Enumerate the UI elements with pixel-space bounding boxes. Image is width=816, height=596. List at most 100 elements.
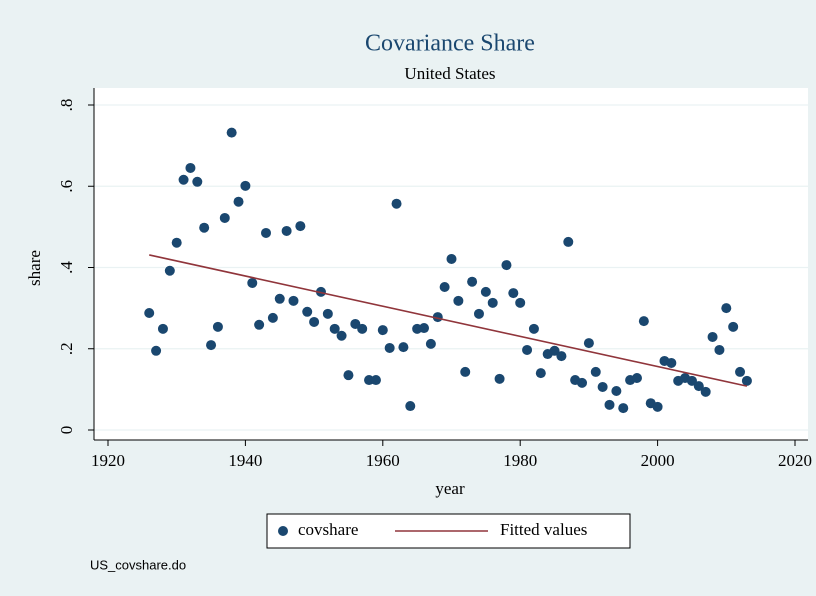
point xyxy=(425,338,436,349)
point xyxy=(741,375,752,386)
point xyxy=(515,297,526,308)
point xyxy=(453,295,464,306)
point xyxy=(597,381,608,392)
point xyxy=(528,323,539,334)
point xyxy=(185,162,196,173)
point xyxy=(419,323,430,334)
x-axis-label: year xyxy=(435,479,465,498)
point xyxy=(206,340,217,351)
point xyxy=(501,260,512,271)
point xyxy=(735,366,746,377)
note: US_covshare.do xyxy=(90,557,186,572)
point xyxy=(254,319,265,330)
point xyxy=(556,351,567,362)
y-tick-label: .8 xyxy=(57,99,76,112)
point xyxy=(721,303,732,314)
point xyxy=(439,282,450,292)
point xyxy=(467,276,478,287)
point xyxy=(473,308,484,319)
point xyxy=(707,331,718,342)
point xyxy=(583,338,594,349)
point xyxy=(638,316,649,327)
chart-title: Covariance Share xyxy=(365,31,535,57)
chart-subtitle: United States xyxy=(404,64,495,83)
point xyxy=(226,127,237,138)
y-tick-label: 0 xyxy=(57,426,76,435)
legend-marker xyxy=(278,526,288,536)
x-tick-label: 2020 xyxy=(778,451,812,470)
point xyxy=(480,286,491,297)
point xyxy=(151,345,162,356)
point xyxy=(604,399,615,410)
point xyxy=(281,225,292,236)
point xyxy=(329,323,340,334)
point xyxy=(240,180,251,191)
point xyxy=(309,316,320,327)
point xyxy=(261,227,272,238)
x-tick-label: 1960 xyxy=(366,451,400,470)
point xyxy=(686,375,697,386)
point xyxy=(693,381,704,392)
point xyxy=(549,345,560,356)
point xyxy=(274,293,285,304)
y-tick-label: .4 xyxy=(57,261,76,274)
point xyxy=(364,375,375,386)
point xyxy=(343,370,354,381)
legend-box xyxy=(266,513,631,549)
fitted-line xyxy=(149,254,748,387)
point xyxy=(157,323,168,334)
point xyxy=(357,323,368,334)
point xyxy=(247,277,258,288)
point xyxy=(212,321,223,332)
point xyxy=(577,377,588,388)
point xyxy=(700,386,711,397)
point xyxy=(631,373,642,383)
y-tick-label: .2 xyxy=(57,342,76,355)
y-tick-label: .6 xyxy=(57,180,76,193)
point xyxy=(171,237,182,248)
point xyxy=(391,198,402,209)
point xyxy=(377,325,388,336)
point xyxy=(666,357,677,368)
point xyxy=(295,221,306,232)
point xyxy=(535,368,546,379)
point xyxy=(728,321,739,332)
point xyxy=(618,403,629,414)
y-axis-label: share xyxy=(25,250,44,286)
point xyxy=(494,373,505,384)
point xyxy=(405,401,416,412)
x-tick-label: 1980 xyxy=(503,451,537,470)
x-tick-label: 1940 xyxy=(228,451,262,470)
point xyxy=(590,366,601,377)
point xyxy=(336,330,347,341)
point xyxy=(178,174,189,185)
legend-label: covshare xyxy=(298,520,358,539)
x-tick-label: 1920 xyxy=(91,451,125,470)
point xyxy=(192,176,203,187)
point xyxy=(233,196,244,207)
point xyxy=(652,401,663,412)
point xyxy=(460,366,471,377)
point xyxy=(199,222,210,233)
point xyxy=(267,312,278,323)
point xyxy=(302,306,313,317)
point xyxy=(508,288,519,299)
point xyxy=(288,295,299,306)
legend-label: Fitted values xyxy=(500,520,587,539)
point xyxy=(384,342,395,353)
point xyxy=(322,308,333,319)
point xyxy=(164,265,175,276)
point xyxy=(487,297,498,308)
point xyxy=(398,342,409,353)
point xyxy=(522,344,533,355)
point xyxy=(370,375,381,386)
point xyxy=(563,236,574,247)
point xyxy=(446,253,457,264)
point xyxy=(714,344,725,355)
x-tick-label: 2000 xyxy=(641,451,675,470)
point xyxy=(611,386,622,396)
point xyxy=(144,308,155,318)
point xyxy=(219,212,230,223)
